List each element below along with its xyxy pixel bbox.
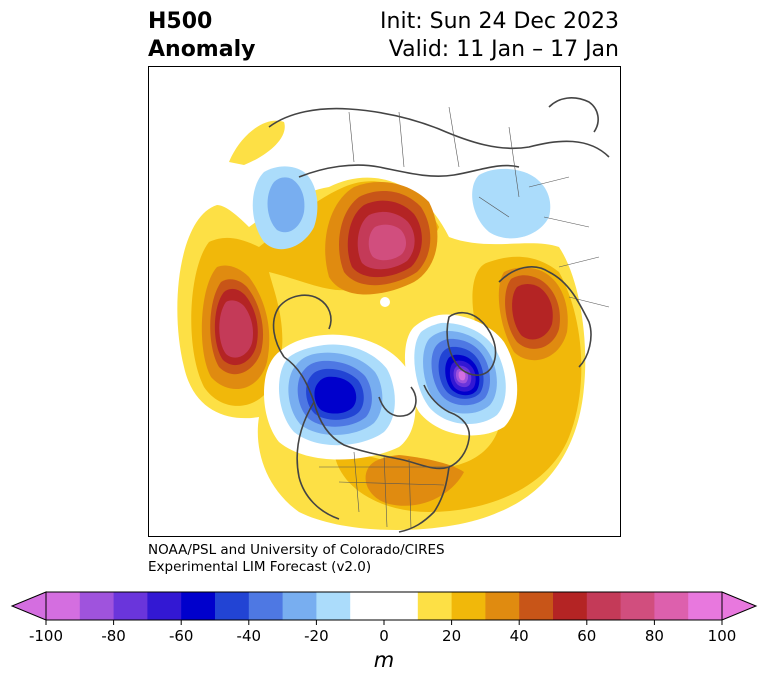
colorbar-segment — [316, 592, 351, 620]
valid-range: Valid: 11 Jan – 17 Jan — [388, 37, 619, 62]
colorbar-tick-label: -80 — [101, 627, 126, 645]
anomaly-contour-pos70-arctic — [368, 224, 407, 261]
colorbar: -100 -80 -60 -40 -20 0 20 40 60 80 100 — [10, 591, 758, 645]
colorbar-tick-label: 40 — [510, 627, 529, 645]
coastline-asia — [268, 107, 610, 158]
coastline-alaska — [272, 294, 332, 358]
colorbar-segment — [248, 592, 284, 620]
colorbar-segment — [282, 592, 317, 620]
colorbar-tick-label: -20 — [304, 627, 329, 645]
colorbar-segment — [350, 592, 419, 620]
colorbar-segment — [181, 592, 216, 620]
title-variable: H500 — [148, 9, 213, 34]
colorbar-segment — [620, 592, 655, 620]
colorbar-segment — [654, 592, 689, 620]
credit-line-1: NOAA/PSL and University of Colorado/CIRE… — [148, 542, 445, 558]
anomaly-contour-pos10-top — [229, 120, 285, 165]
north-pole-marker — [380, 297, 390, 307]
colorbar-segment — [417, 592, 453, 620]
coastline-layer — [268, 97, 610, 533]
colorbar-segment — [215, 592, 250, 620]
title-kind: Anomaly — [148, 37, 256, 62]
coastline-europe — [498, 266, 592, 368]
anomaly-contour-neg20-siberia — [472, 168, 551, 239]
colorbar-tick-label: 0 — [379, 627, 389, 645]
anomaly-contour-pos60 — [219, 300, 254, 358]
anomaly-contour-neg30-asia — [267, 177, 305, 233]
colorbar-segment — [586, 592, 622, 620]
coastline-siberia — [298, 164, 520, 178]
forecast-dates: Init: Sun 24 Dec 2023 Valid: 11 Jan – 17… — [380, 8, 619, 64]
colorbar-segment — [553, 592, 588, 620]
coastline-hudson — [378, 386, 417, 417]
colorbar-over-arrow — [721, 591, 758, 621]
anomaly-map — [177, 97, 610, 533]
coastline-north-america — [283, 356, 471, 470]
anomaly-contour-neg60-west — [314, 376, 357, 414]
credit-text: NOAA/PSL and University of Colorado/CIRE… — [148, 542, 445, 576]
border-lines — [319, 106, 610, 530]
colorbar-tick-label: 60 — [577, 627, 596, 645]
colorbar-segment — [147, 592, 182, 620]
colorbar-tick-label: -60 — [169, 627, 194, 645]
colorbar-under-arrow — [10, 591, 47, 621]
colorbar-segment — [46, 592, 81, 620]
credit-line-2: Experimental LIM Forecast (v2.0) — [148, 559, 372, 575]
coastline-us-west — [296, 401, 340, 520]
colorbar-segment — [113, 592, 148, 620]
coastline-india — [548, 97, 599, 133]
map-title: H500 Anomaly — [148, 8, 255, 64]
map-panel — [148, 66, 621, 537]
anomaly-contour-pos50-europe — [512, 284, 553, 340]
colorbar-tick-label: 100 — [708, 627, 737, 645]
colorbar-tick-label: 20 — [442, 627, 461, 645]
coastline-greenland — [446, 311, 497, 376]
colorbar-tick-label: -100 — [29, 627, 63, 645]
colorbar-segment — [485, 592, 520, 620]
colorbar-unit: m — [373, 648, 395, 672]
border-layer — [319, 106, 610, 530]
colorbar-segment — [519, 592, 554, 620]
colorbar-segment — [688, 592, 723, 620]
colorbar-tick-label: 80 — [645, 627, 664, 645]
anomaly-contour-neg100-east — [458, 371, 466, 381]
init-date: Init: Sun 24 Dec 2023 — [380, 9, 619, 34]
colorbar-segment — [79, 592, 115, 620]
negative-anomaly-layer — [252, 166, 551, 460]
colorbar-tick-label: -40 — [237, 627, 262, 645]
colorbar-segment — [451, 592, 486, 620]
